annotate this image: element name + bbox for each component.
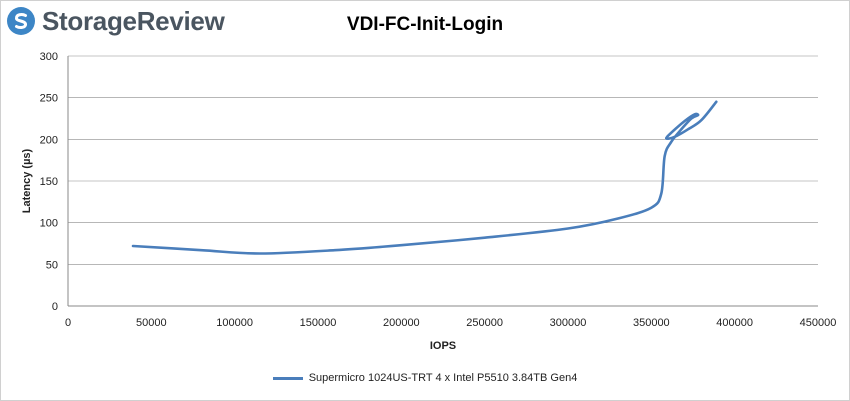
y-axis-ticks: 0 50 100 150 200 250 300 (40, 51, 58, 313)
legend-label: Supermicro 1024US-TRT 4 x Intel P5510 3.… (308, 372, 578, 384)
x-tick-label: 350000 (633, 317, 670, 329)
x-tick-label: 450000 (800, 317, 837, 329)
storagereview-logo-icon (7, 7, 35, 35)
legend-swatch (272, 376, 303, 380)
y-tick-label: 50 (46, 259, 58, 271)
y-tick-label: 150 (40, 176, 58, 188)
x-axis-label: IOPS (430, 340, 456, 352)
x-tick-label: 100000 (216, 317, 253, 329)
chart-title: VDI-FC-Init-Login (346, 14, 504, 35)
legend: Supermicro 1024US-TRT 4 x Intel P5510 3.… (0, 372, 850, 384)
x-tick-label: 400000 (716, 317, 753, 329)
grid-lines (68, 55, 818, 265)
y-tick-label: 100 (40, 218, 58, 230)
y-tick-label: 0 (52, 301, 58, 313)
x-tick-label: 200000 (383, 317, 420, 329)
y-tick-label: 300 (40, 51, 58, 63)
series-lines (131, 100, 718, 255)
x-tick-label: 0 (65, 317, 71, 329)
x-tick-label: 300000 (550, 317, 587, 329)
y-axis-label: Latency (µs) (21, 148, 33, 213)
y-tick-label: 200 (40, 134, 58, 146)
y-tick-label: 250 (40, 93, 58, 105)
x-axis-ticks: 0 50000 100000 150000 200000 250000 300000 3500… (65, 317, 836, 329)
brand-name: StorageReview (42, 6, 225, 36)
x-tick-label: 250000 (466, 317, 503, 329)
storagereview-logo: StorageReview (6, 4, 225, 38)
x-tick-label: 50000 (136, 317, 167, 329)
series-line (131, 100, 718, 255)
x-tick-label: 150000 (300, 317, 337, 329)
